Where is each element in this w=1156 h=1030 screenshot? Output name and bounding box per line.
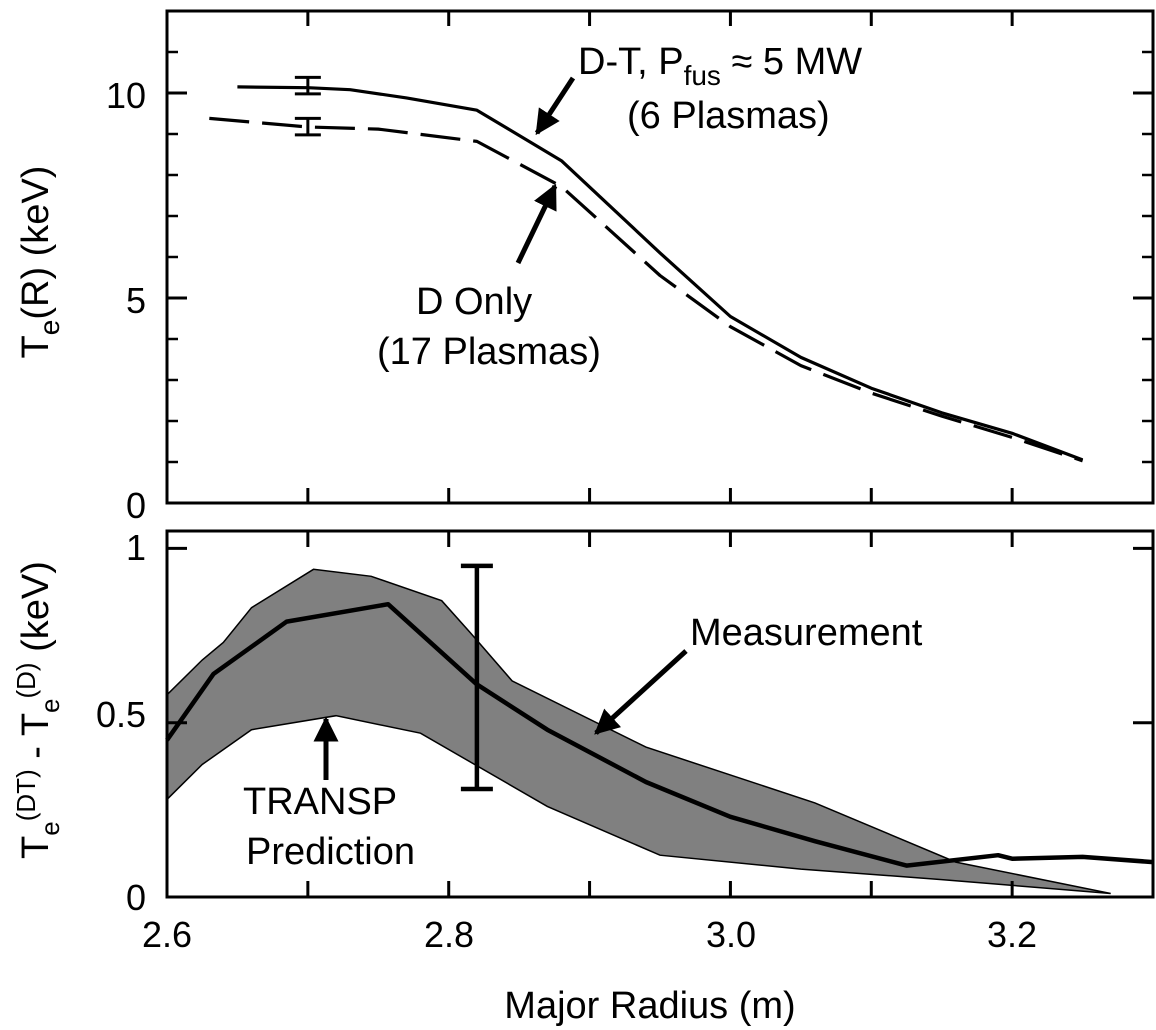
measurement-series-line — [165, 601, 1154, 868]
top-ytick-label-0: 0 — [126, 485, 146, 526]
d-only-annotation-sublabel: (17 Plasmas) — [377, 331, 601, 373]
bottom-xtick-label-2-8: 2.8 — [424, 914, 474, 955]
bottom-plot-frame — [165, 529, 1155, 899]
dt-series-line — [237, 85, 1084, 462]
bottom-y-axis-title: Te(DT) - Te(D) (keV) — [11, 561, 65, 859]
top-ytick-label-10: 10 — [106, 75, 146, 116]
dt-annotation-label: D-T, Pfus ≈ 5 MW — [578, 41, 862, 91]
dt-annotation-sublabel: (6 Plasmas) — [627, 95, 830, 137]
bottom-xtick-label-2-6: 2.6 — [142, 914, 192, 955]
d-only-annotation-arrow — [515, 183, 558, 265]
top-y-axis-title: Te(R) (keV) — [15, 166, 65, 359]
top-error-bar-0 — [294, 75, 321, 96]
bottom-ytick-label-0: 0 — [126, 877, 146, 918]
top-panel: 0 5 10 Te(R) (keV) D-T, Pfus ≈ 5 MW (6 P… — [15, 9, 1155, 526]
top-plot-frame — [165, 9, 1155, 505]
transp-annotation-label: TRANSP — [243, 781, 397, 823]
measurement-annotation-label: Measurement — [690, 612, 923, 654]
transp-annotation-sublabel: Prediction — [246, 831, 415, 873]
bottom-xtick-label-3-0: 3.0 — [706, 914, 756, 955]
top-ytick-label-5: 5 — [126, 280, 146, 321]
top-data — [209, 75, 1084, 463]
top-ticks — [165, 11, 1155, 505]
bottom-error-bar-0 — [460, 563, 493, 792]
bottom-ytick-label-1: 1 — [126, 527, 146, 568]
x-axis-title: Major Radius (m) — [504, 985, 795, 1027]
d-only-series-line — [209, 116, 1084, 463]
bottom-panel: 0 0.5 1 2.6 2.8 3.0 3.2 Major Radius (m)… — [11, 527, 1155, 1027]
bottom-data — [165, 563, 1154, 868]
bottom-ytick-label-0-5: 0.5 — [96, 694, 146, 735]
d-only-annotation-label: D Only — [416, 281, 532, 323]
measurement-annotation-arrow — [594, 649, 688, 735]
dt-annotation-arrow — [534, 76, 576, 136]
bottom-xtick-label-3-2: 3.2 — [987, 914, 1037, 955]
top-error-bar-1 — [294, 116, 321, 137]
bottom-ticks — [165, 531, 1155, 899]
